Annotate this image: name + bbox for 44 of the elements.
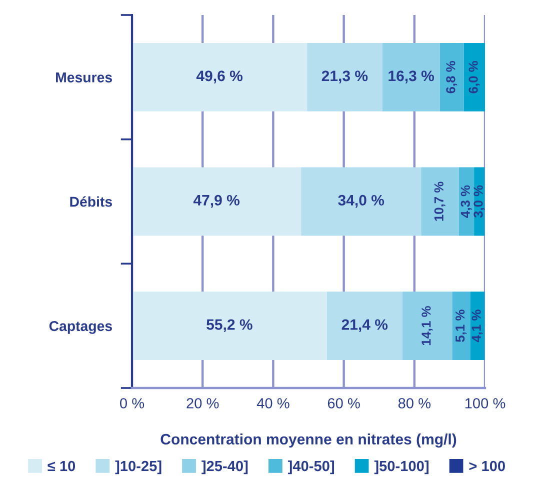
bar — [301, 167, 422, 236]
data-label: 55,2 % — [206, 319, 252, 332]
legend-label: ]40-50] — [288, 460, 334, 474]
bar — [440, 42, 464, 112]
x-tick-label: 100 % — [465, 398, 506, 408]
x-tick-label: 40 % — [256, 398, 290, 408]
bar — [470, 292, 485, 360]
data-label: 3,0 % — [474, 185, 485, 218]
data-label: 16,3 % — [388, 70, 434, 84]
x-tick-label: 80 % — [398, 398, 430, 408]
bar — [382, 42, 440, 112]
data-label: 21,4 % — [342, 319, 388, 332]
bar — [452, 292, 470, 360]
bar — [421, 167, 459, 236]
bar — [326, 292, 402, 360]
y-tick-label: Mesures — [56, 72, 112, 82]
x-axis-title: Concentration moyenne en nitrates (mg/l) — [160, 434, 456, 448]
legend-label: ≤ 10 — [48, 460, 76, 472]
x-tick-label: 0 % — [120, 398, 144, 408]
data-label: 34,0 % — [338, 194, 384, 208]
data-label: 47,9 % — [193, 194, 240, 208]
bar — [307, 42, 382, 112]
data-label: 14,1 % — [422, 306, 433, 346]
data-label: 21,3 % — [322, 70, 368, 84]
data-label: 10,7 % — [434, 182, 446, 221]
x-tick-label: 20 % — [186, 398, 219, 408]
y-tick-label: Débits — [70, 196, 112, 207]
legend-label: ]25-40] — [202, 460, 248, 474]
data-label: 5,1 % — [456, 310, 467, 342]
bar — [132, 292, 327, 360]
legend-label: ]10-25] — [115, 460, 162, 474]
bar — [402, 292, 452, 360]
x-tick-label: 60 % — [328, 398, 360, 408]
legend-label: ]50-100] — [374, 460, 428, 474]
bar — [132, 42, 308, 112]
bar — [464, 42, 485, 112]
y-tick-label: Captages — [49, 321, 112, 334]
bar — [132, 167, 302, 236]
data-label: 6,8 % — [446, 60, 458, 94]
data-label: 49,6 % — [196, 70, 242, 84]
data-label: 6,0 % — [468, 60, 480, 94]
data-label: 4,1 % — [472, 310, 483, 342]
legend-label: > 100 — [469, 460, 505, 472]
data-label: 4,3 % — [460, 185, 472, 218]
